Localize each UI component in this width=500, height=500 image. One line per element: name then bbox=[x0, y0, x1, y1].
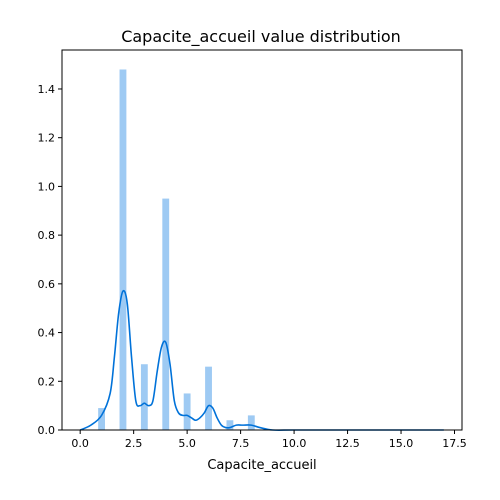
histogram-bars bbox=[98, 69, 255, 430]
kde-line bbox=[79, 289, 444, 431]
x-tick-label: 10.0 bbox=[282, 437, 307, 450]
histogram-bar bbox=[119, 69, 127, 430]
histogram-bar bbox=[205, 366, 212, 430]
histogram-bar bbox=[162, 198, 170, 430]
y-tick-label: 1.2 bbox=[38, 132, 56, 145]
y-tick-label: 0.8 bbox=[38, 229, 56, 242]
y-axis: 0.0 0.2 0.4 0.6 0.8 1.0 1.2 1.4 bbox=[38, 83, 62, 437]
x-tick-label: 12.5 bbox=[335, 437, 360, 450]
kde-curve-group bbox=[79, 289, 444, 431]
histogram-bar bbox=[140, 364, 148, 430]
histogram-bar bbox=[183, 393, 191, 430]
x-tick-label: 2.5 bbox=[125, 437, 143, 450]
x-tick-label: 15.0 bbox=[389, 437, 414, 450]
plot-frame bbox=[61, 49, 463, 431]
x-tick-label: 7.5 bbox=[232, 437, 250, 450]
x-axis-label: Capacite_accueil bbox=[207, 458, 316, 473]
y-tick-label: 0.4 bbox=[38, 327, 56, 340]
y-tick-label: 0.6 bbox=[38, 278, 56, 291]
x-tick-label: 5.0 bbox=[178, 437, 196, 450]
x-axis: 0.0 2.5 5.0 7.5 10.0 12.5 15.0 17.5 bbox=[71, 430, 467, 450]
y-tick-label: 1.4 bbox=[38, 83, 56, 96]
histogram-bar bbox=[226, 420, 234, 430]
x-tick-label: 17.5 bbox=[442, 437, 467, 450]
histogram-bar bbox=[98, 408, 105, 430]
y-tick-label: 1.0 bbox=[38, 180, 56, 193]
y-tick-label: 0.0 bbox=[38, 424, 56, 437]
chart-title: Capacite_accueil value distribution bbox=[121, 27, 401, 47]
histogram-bar bbox=[247, 415, 255, 430]
y-tick-label: 0.2 bbox=[38, 375, 56, 388]
x-tick-label: 0.0 bbox=[71, 437, 89, 450]
